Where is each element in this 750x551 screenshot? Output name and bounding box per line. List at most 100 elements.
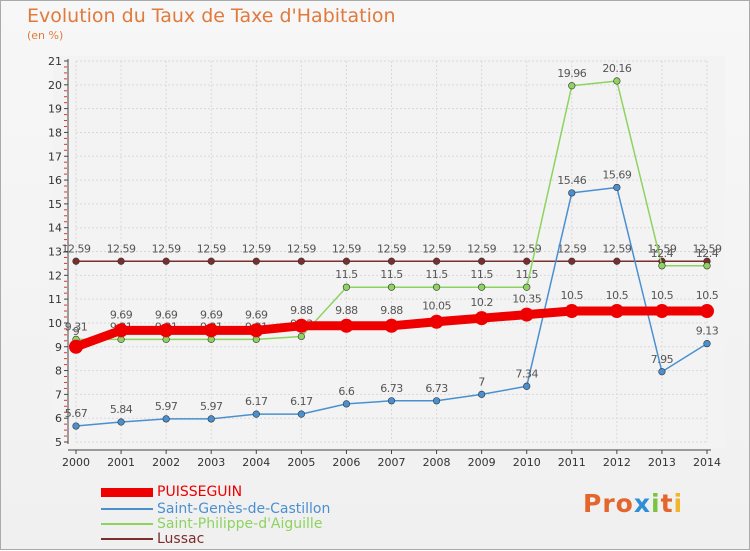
logo-letter: r	[602, 489, 616, 518]
x-tick-label: 2012	[603, 456, 631, 469]
data-point	[387, 397, 396, 405]
data-label: 12.4	[696, 247, 719, 260]
logo-letter: P	[583, 489, 603, 518]
data-point	[658, 368, 666, 376]
x-tick-label: 2004	[242, 456, 270, 469]
x-tick-label: 2008	[423, 456, 451, 469]
data-point	[117, 418, 125, 426]
x-tick-label: 2013	[648, 456, 676, 469]
data-label: 11.5	[380, 268, 403, 281]
data-point	[429, 314, 444, 329]
data-label: 12.59	[332, 242, 361, 255]
legend-item-saint-philippe-d-aiguille: Saint-Philippe-d'Aiguille	[101, 516, 322, 532]
y-tick-label: 8	[55, 365, 62, 378]
data-label: 9.88	[290, 304, 313, 317]
data-label: 12.59	[422, 242, 451, 255]
legend-label: Lussac	[157, 531, 205, 547]
legend-swatch	[101, 487, 153, 497]
data-label: 9.69	[110, 308, 133, 321]
data-label: 12.59	[287, 242, 316, 255]
legend-item-puisseguin: PUISSEGUIN	[101, 484, 242, 500]
data-point	[114, 323, 129, 338]
data-point	[478, 257, 486, 265]
data-label: 10.35	[512, 293, 541, 306]
x-tick-label: 2003	[197, 456, 225, 469]
x-tick-label: 2011	[558, 456, 586, 469]
x-tick-label: 2007	[378, 456, 406, 469]
data-point	[162, 257, 170, 265]
data-label: 10.5	[606, 289, 629, 302]
data-point	[519, 307, 534, 322]
data-point	[117, 257, 125, 265]
data-label: 5.67	[65, 407, 88, 420]
data-point	[432, 257, 441, 265]
data-point	[564, 304, 579, 319]
data-label: 10.5	[561, 289, 584, 302]
data-point	[297, 332, 305, 341]
data-label: 9.69	[245, 308, 268, 321]
data-point	[703, 262, 711, 270]
data-label: 15.46	[557, 174, 586, 187]
data-label: 9.31	[65, 320, 88, 333]
x-tick-label: 2001	[107, 456, 135, 469]
data-point	[342, 283, 351, 291]
data-label: 6.17	[245, 395, 268, 408]
data-point	[207, 257, 215, 265]
data-label: 9.69	[155, 308, 178, 321]
data-label: 12.59	[602, 242, 631, 255]
proxiti-logo: Proxiti	[583, 489, 683, 518]
data-point	[384, 318, 399, 333]
data-point	[204, 323, 219, 338]
y-tick-label: 9	[55, 341, 62, 354]
data-point	[474, 311, 489, 326]
data-point	[432, 397, 441, 405]
data-label: 10.05	[422, 300, 451, 313]
data-point	[252, 257, 260, 265]
data-label: 5.84	[110, 403, 133, 416]
legend-item-saint-genes-de-castillon: Saint-Genès-de-Castillon	[101, 501, 330, 517]
data-label: 12.59	[647, 242, 676, 255]
data-label: 10.5	[696, 289, 719, 302]
y-tick-label: 11	[48, 293, 62, 306]
legend-swatch	[101, 508, 153, 510]
y-tick-label: 7	[55, 388, 62, 401]
data-label: 11.5	[335, 268, 358, 281]
data-point	[654, 304, 669, 319]
data-label: 19.96	[557, 67, 586, 80]
data-point	[568, 189, 576, 197]
data-point	[568, 257, 576, 265]
data-label: 12.59	[467, 242, 496, 255]
data-label: 5.97	[155, 400, 178, 413]
data-label: 7	[478, 375, 485, 388]
x-tick-label: 2006	[332, 456, 360, 469]
data-point	[700, 304, 714, 319]
data-label: 12.59	[62, 242, 91, 255]
data-point	[297, 410, 305, 418]
y-tick-label: 19	[48, 103, 62, 116]
logo-letter: x	[633, 489, 651, 518]
data-point	[478, 283, 486, 291]
data-label: 6.73	[425, 382, 448, 395]
data-point	[703, 340, 711, 348]
data-point	[72, 422, 80, 430]
data-label: 20.16	[602, 62, 631, 75]
y-tick-label: 5	[55, 436, 62, 449]
data-point	[162, 415, 170, 423]
data-point	[69, 339, 83, 354]
legend-item-lussac: Lussac	[101, 531, 204, 547]
data-point	[387, 257, 396, 265]
data-label: 10.5	[651, 289, 674, 302]
legend-swatch	[101, 538, 153, 540]
data-label: 9.88	[335, 304, 358, 317]
logo-letter: i	[651, 489, 661, 518]
data-label: 15.69	[602, 168, 631, 181]
data-label: 7.95	[651, 353, 674, 366]
data-point	[252, 410, 260, 418]
data-point	[339, 318, 354, 333]
data-point	[432, 283, 441, 291]
chart-unit-label: (en %)	[27, 29, 64, 42]
x-tick-label: 2000	[62, 456, 90, 469]
x-tick-label: 2009	[468, 456, 496, 469]
